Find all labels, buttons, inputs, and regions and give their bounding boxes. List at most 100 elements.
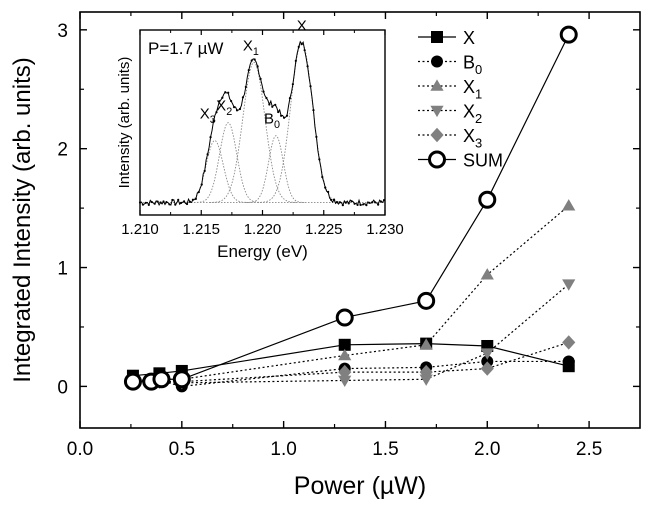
inset-spectrum-point [191, 198, 195, 201]
inset-peak-label: X3 [200, 106, 216, 127]
y-tick-label: 1 [57, 259, 68, 280]
inset-spectrum-point [353, 202, 356, 205]
legend-marker [431, 31, 443, 43]
inset-spectrum-point [159, 201, 162, 204]
legend-label: X2 [463, 102, 482, 126]
inset-peak-label-base: X [200, 106, 210, 123]
inset-spectrum-point [183, 200, 186, 203]
inset-spectrum-point [330, 198, 333, 201]
inset-spectrum-point [177, 198, 180, 201]
inset-spectrum-point [306, 65, 309, 68]
inset-spectrum-point [221, 96, 224, 99]
inset-spectrum-point [379, 200, 383, 203]
inset-spectrum-point [156, 200, 159, 203]
legend-marker [431, 55, 443, 68]
legend-label-sub: 3 [475, 135, 482, 150]
data-point [338, 338, 351, 351]
data-point [419, 374, 433, 386]
inset-spectrum-point [303, 49, 306, 52]
inset-spectrum-point [268, 103, 271, 106]
inset-spectrum-point [280, 114, 283, 117]
inset-x-tick-label: 1.215 [182, 221, 220, 238]
inset-peak-label: X2 [216, 98, 232, 119]
data-point [480, 361, 494, 376]
inset-peak-label: X [297, 18, 307, 35]
inset-spectrum-point [356, 203, 359, 206]
data-point [417, 291, 436, 310]
inset-spectrum-point [347, 202, 350, 205]
inset-spectrum-point [297, 45, 300, 48]
inset-spectrum-point [265, 96, 268, 100]
data-point [338, 375, 352, 388]
legend-label-base: B [463, 53, 475, 73]
y-axis-label: Integrated Intensity (arb. units) [9, 57, 36, 383]
x-tick-label: 0.5 [169, 439, 195, 460]
x-tick-label: 2.5 [576, 439, 602, 460]
data-point [335, 308, 354, 327]
data-point [338, 364, 352, 380]
inset-x-tick-label: 1.220 [244, 221, 282, 238]
inset-x-tick-label: 1.210 [121, 221, 159, 238]
legend-label: X3 [463, 126, 482, 150]
legend-label: B0 [463, 53, 482, 77]
data-point [562, 279, 576, 291]
inset-spectrum-point [150, 200, 153, 204]
inset-spectrum-point [368, 201, 371, 204]
inset-spectrum-point [212, 120, 215, 123]
inset-peak-label-base: X [297, 18, 307, 35]
inset-peak-label-sub: 1 [253, 46, 259, 58]
y-tick-label: 3 [57, 21, 68, 42]
inset-spectrum-point [382, 199, 386, 202]
inset-component-peak [180, 140, 249, 203]
inset-spectrum-point [235, 109, 239, 112]
inset-spectrum-point [350, 200, 353, 203]
data-point [480, 268, 494, 280]
x-tick-label: 1.0 [270, 439, 296, 460]
data-point [559, 25, 578, 44]
inset-peak-label: B0 [264, 111, 280, 131]
inset-peak-label-base: X [216, 98, 226, 115]
inset-spectrum-point [203, 169, 206, 173]
inset-spectrum-point [141, 203, 145, 206]
inset-spectrum-point [244, 85, 247, 89]
inset-x-tick-label: 1.230 [366, 221, 404, 238]
data-point [480, 348, 494, 360]
inset-spectrum-point [227, 91, 230, 94]
inset-spectrum-point [285, 114, 289, 117]
inset-component-peak [193, 122, 262, 203]
inset-spectrum-point [309, 85, 312, 88]
inset-spectrum-point [250, 59, 253, 62]
inset-spectrum-point [162, 200, 165, 203]
inset-spectrum-point [288, 97, 292, 100]
inset-spectrum-point [332, 198, 336, 201]
inset-spectrum-point [238, 107, 242, 111]
x-tick-label: 1.5 [372, 439, 398, 460]
legend-label-sub: 2 [475, 111, 482, 126]
inset-spectrum-point [241, 96, 244, 99]
inset-peak-label-sub: 2 [226, 106, 232, 118]
inset-spectrum-point [168, 203, 171, 206]
legend-label-base: X [463, 126, 475, 146]
legend-label: X [463, 28, 475, 48]
inset-spectrum-point [165, 201, 168, 204]
inset-spectrum-point [144, 201, 147, 204]
inset-spectrum-point [153, 202, 156, 205]
data-point [338, 348, 352, 361]
inset-title: P=1.7 µW [148, 39, 223, 58]
legend-marker [428, 150, 446, 169]
inset-spectrum-point [341, 204, 344, 207]
legend-label-base: X [463, 28, 475, 48]
legend-label-base: X [463, 102, 475, 122]
inset-spectrum-point [224, 91, 227, 94]
inset-spectrum-point [362, 203, 365, 206]
series-line [132, 360, 569, 388]
inset-spectrum-point [327, 190, 330, 193]
inset-spectrum-point [218, 100, 221, 103]
inset-spectrum-point [282, 116, 286, 119]
inset-y-axis-label: Intensity (arb. units) [116, 57, 133, 189]
legend-label-sub: 1 [475, 86, 482, 101]
inset-spectrum-point [185, 202, 189, 206]
inset-spectrum-point [377, 203, 380, 206]
inset-spectrum-point [147, 203, 150, 206]
legend-marker [430, 105, 444, 118]
